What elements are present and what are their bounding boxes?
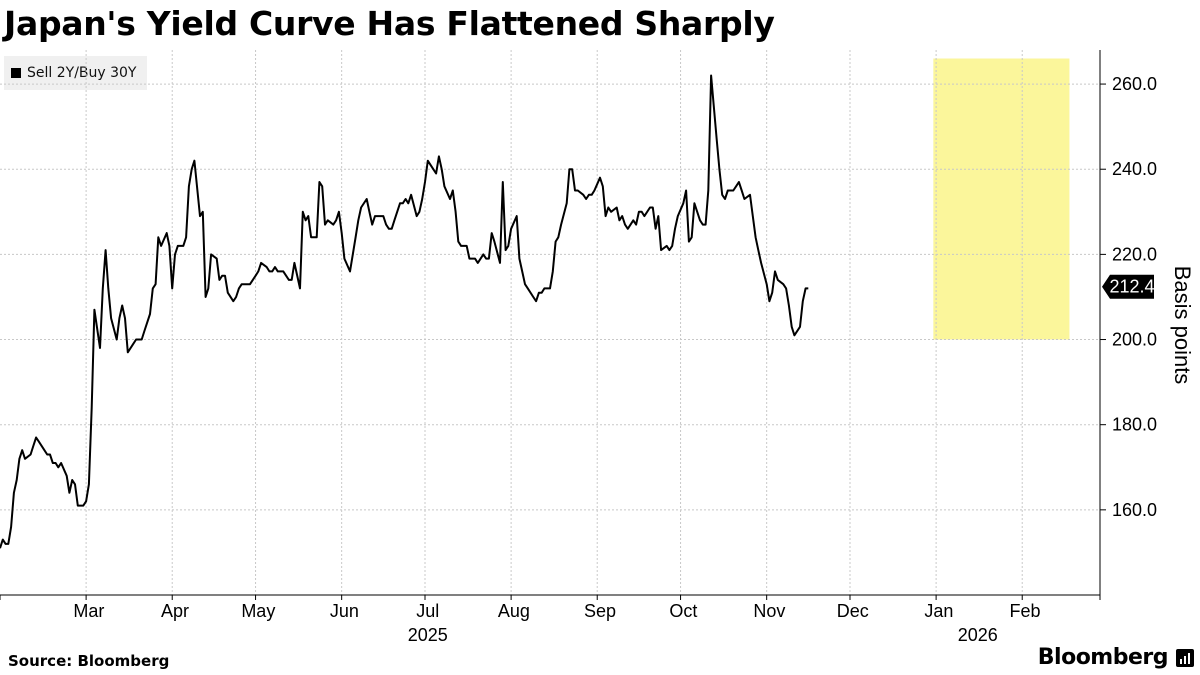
legend-label: Sell 2Y/Buy 30Y bbox=[27, 65, 137, 81]
brand-logo: Bloomberg bbox=[1038, 645, 1194, 670]
x-tick-label: Oct bbox=[669, 601, 697, 621]
highlight-region bbox=[933, 58, 1070, 340]
series-layer bbox=[0, 74, 809, 549]
y-tick-label: 200.0 bbox=[1112, 330, 1157, 350]
x-tick-label: Nov bbox=[753, 601, 785, 621]
year-label: 2026 bbox=[958, 625, 998, 645]
last-value-callout bbox=[1102, 274, 1154, 299]
highlight-layer bbox=[933, 58, 1070, 340]
grid-layer bbox=[0, 50, 1100, 595]
legend-swatch bbox=[11, 68, 21, 78]
y-tick-label: 260.0 bbox=[1112, 74, 1157, 94]
year-label: 2025 bbox=[408, 625, 448, 645]
source-note: Source: Bloomberg bbox=[8, 652, 170, 670]
x-tick-label: Sep bbox=[584, 601, 616, 621]
x-tick-label: May bbox=[241, 601, 275, 621]
x-tick-label: Jun bbox=[330, 601, 359, 621]
series-line bbox=[0, 74, 809, 549]
x-tick-label: Feb bbox=[1009, 601, 1040, 621]
x-tick-label: Aug bbox=[498, 601, 530, 621]
x-tick-label: Mar bbox=[73, 601, 104, 621]
x-tick-label: Apr bbox=[161, 601, 189, 621]
x-tick-label: Jan bbox=[924, 601, 953, 621]
legend: Sell 2Y/Buy 30Y bbox=[4, 56, 148, 90]
brand-text: Bloomberg bbox=[1037, 645, 1169, 670]
chart-title: Japan's Yield Curve Has Flattened Sharpl… bbox=[4, 4, 775, 43]
y-axis-title: Basis points bbox=[1170, 266, 1195, 385]
axes-layer: 160.0 180.0 200.0 220.0 240.0 260.0 Mar Apr May J… bbox=[0, 50, 1195, 645]
callout-layer: 212.4 bbox=[1102, 274, 1155, 299]
last-value-label: 212.4 bbox=[1109, 277, 1154, 297]
x-tick-label: Dec bbox=[837, 601, 869, 621]
y-tick-label: 240.0 bbox=[1112, 159, 1157, 179]
y-tick-label: 180.0 bbox=[1112, 415, 1157, 435]
y-tick-label: 220.0 bbox=[1112, 244, 1157, 264]
y-tick-label: 160.0 bbox=[1112, 500, 1157, 520]
x-tick-label: Jul bbox=[416, 601, 439, 621]
bloomberg-icon bbox=[1176, 648, 1194, 667]
